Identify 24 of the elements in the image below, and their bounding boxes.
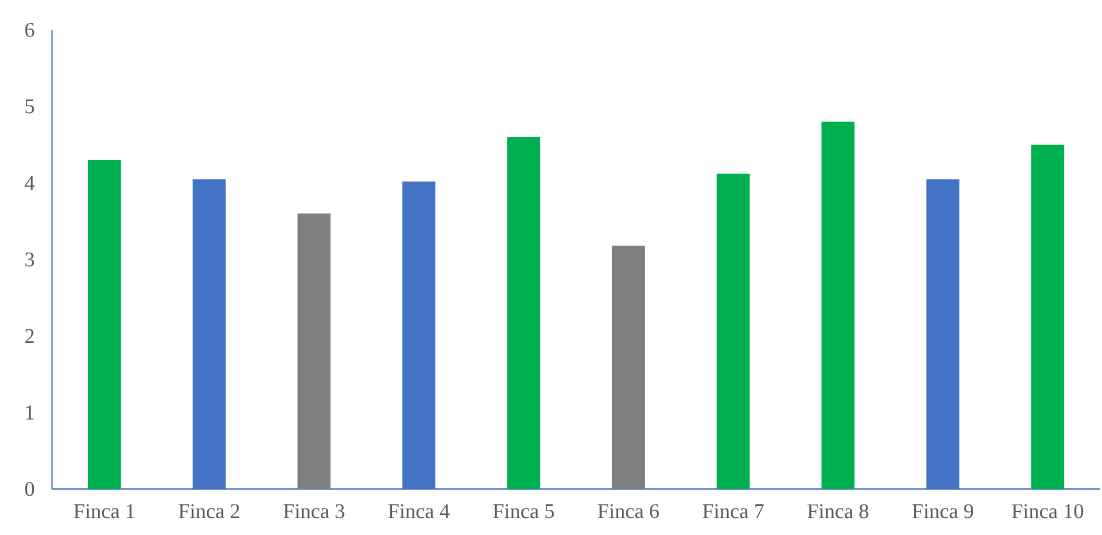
bar — [87, 160, 121, 489]
x-tick-label: Finca 3 — [283, 504, 345, 519]
x-tick-label: Finca 7 — [702, 504, 764, 519]
bar — [1031, 144, 1065, 489]
x-tick-label: Finca 10 — [1011, 504, 1084, 519]
x-tick-label: Finca 4 — [388, 504, 450, 519]
x-tick-label: Finca 5 — [493, 504, 554, 519]
y-tick-label: 0 — [25, 481, 35, 497]
y-tick-label: 3 — [25, 252, 35, 267]
y-tick-label: 5 — [25, 99, 35, 114]
x-tick-label: Finca 1 — [73, 504, 135, 519]
x-tick-label: Finca 2 — [178, 504, 240, 519]
x-tick-label: Finca 9 — [912, 504, 974, 519]
y-tick-label: 2 — [25, 329, 34, 343]
x-tick-label: Finca 6 — [597, 504, 659, 519]
bar — [611, 245, 645, 489]
bar — [716, 173, 750, 489]
y-tick-label: 1 — [26, 405, 34, 420]
x-tick-label: Finca 8 — [807, 504, 869, 519]
bar — [507, 137, 541, 489]
bar — [821, 121, 855, 489]
y-tick-label: 6 — [25, 22, 35, 38]
y-tick-label: 4 — [24, 176, 35, 190]
bar — [297, 213, 331, 489]
